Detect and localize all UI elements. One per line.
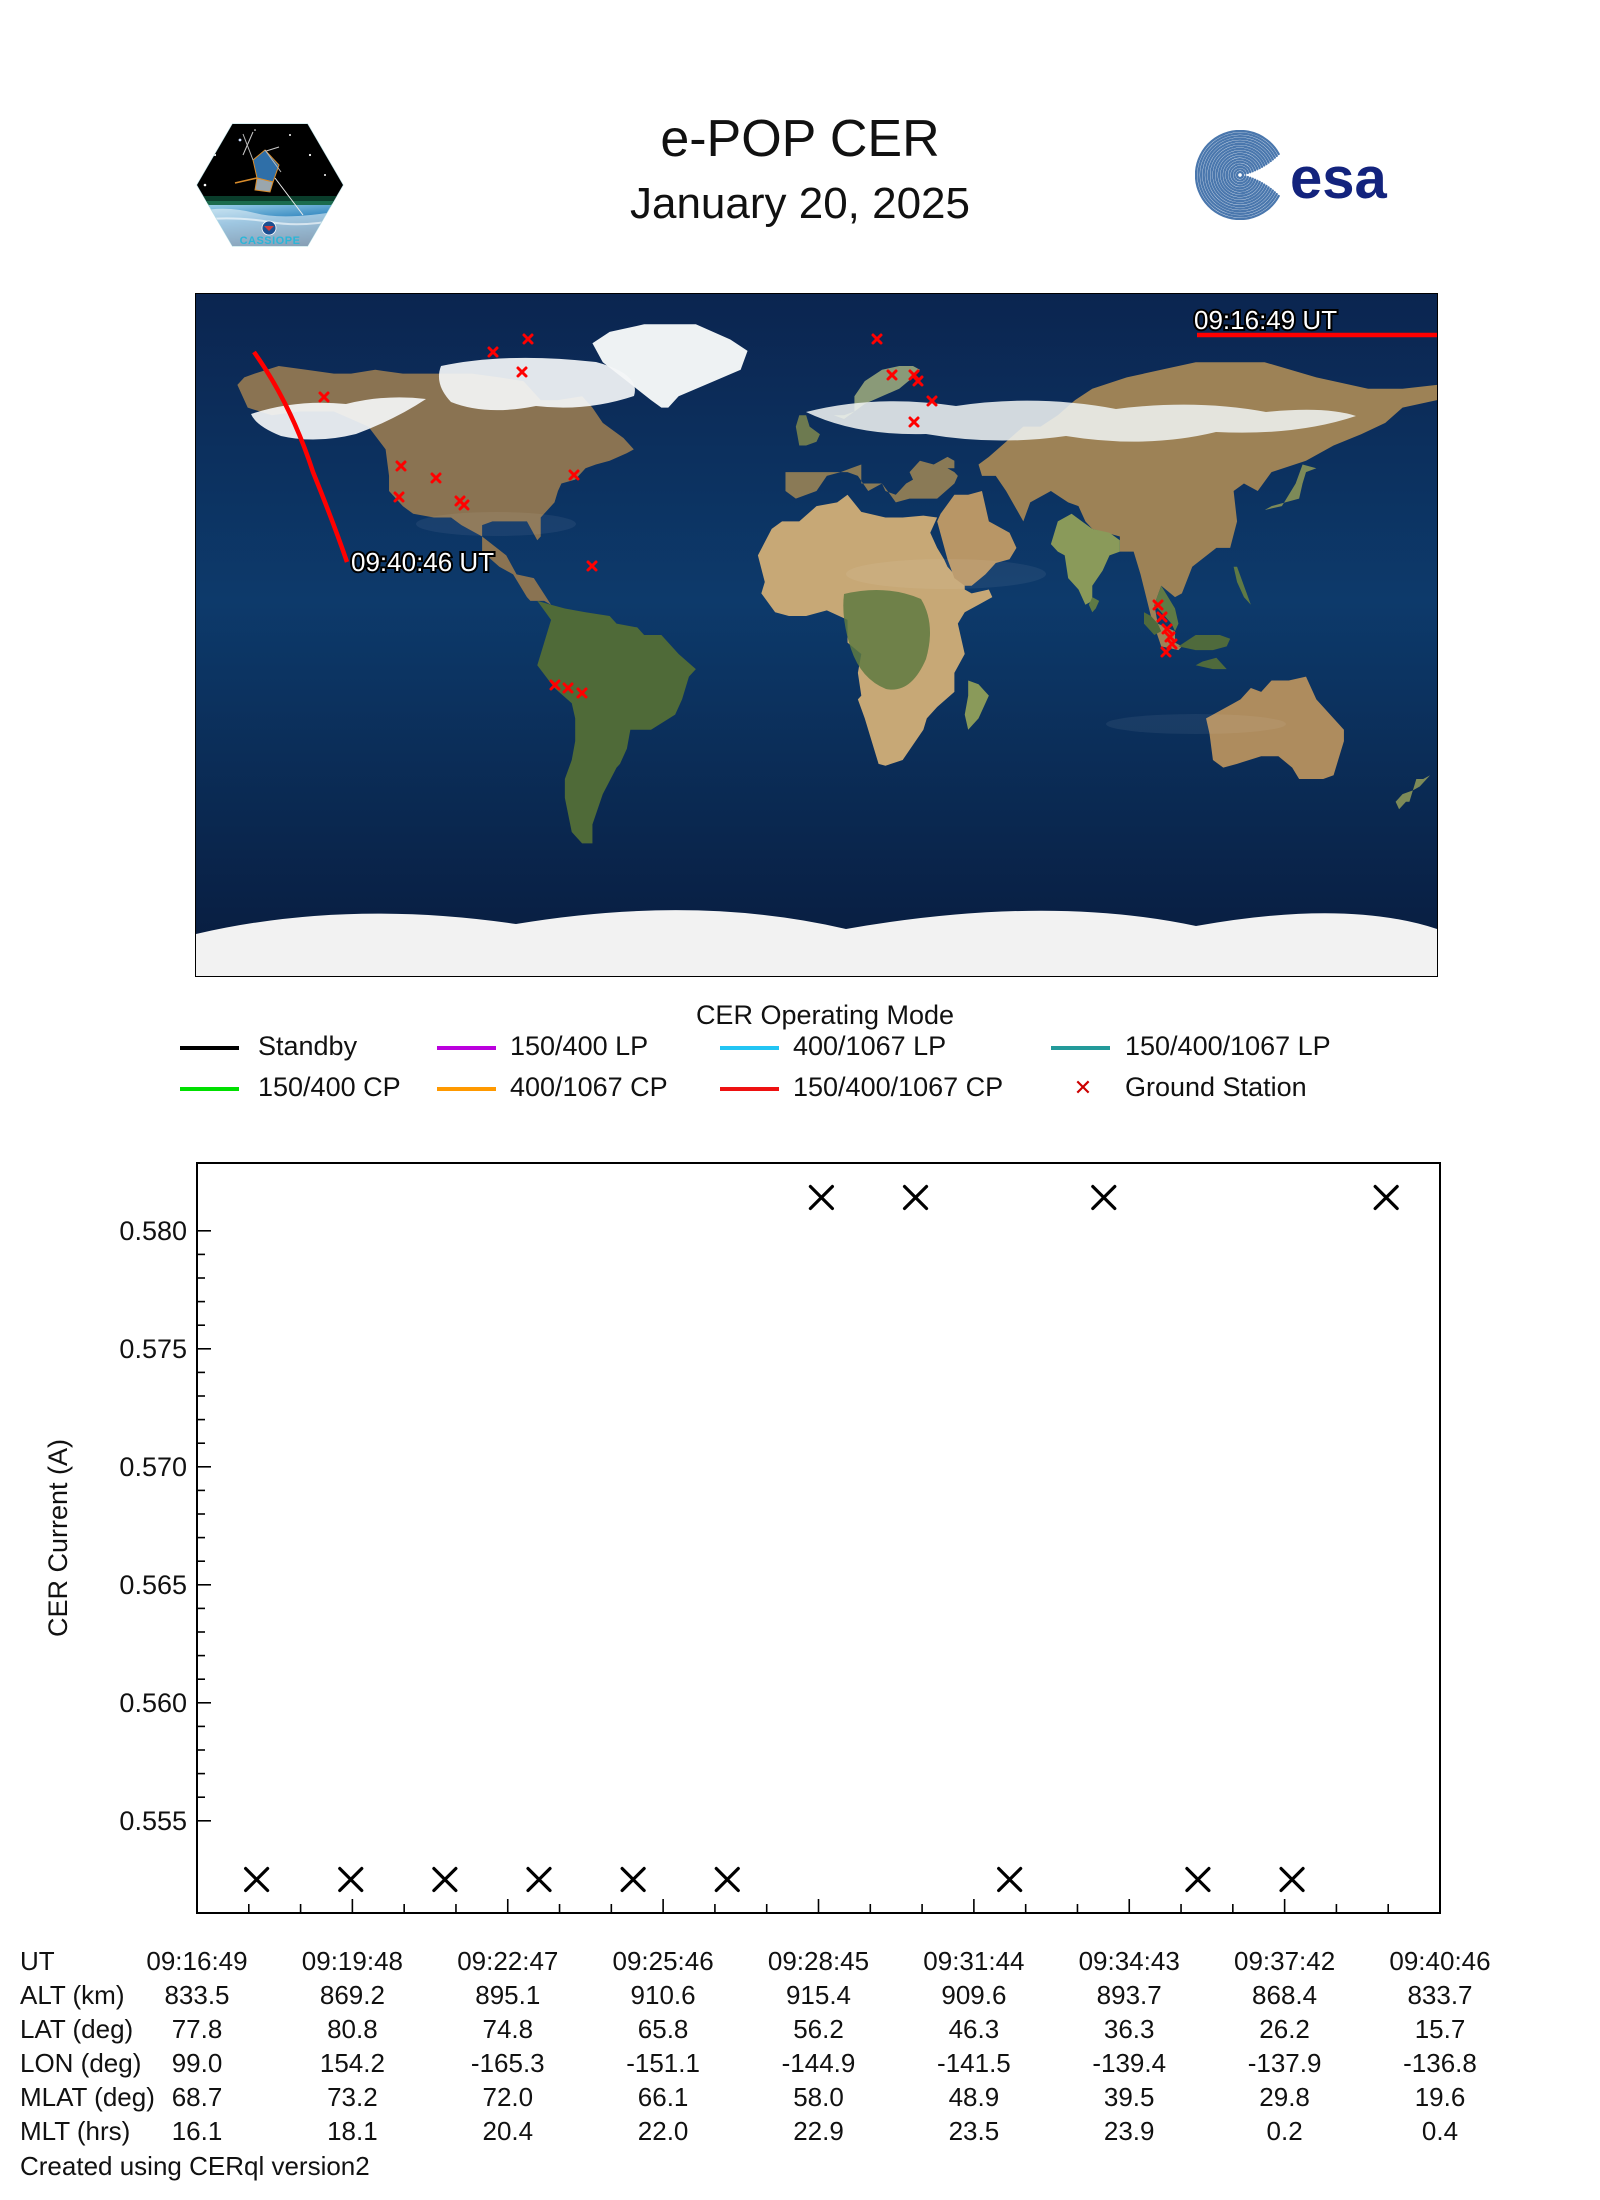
svg-text:400/1067 CP: 400/1067 CP [510, 1072, 668, 1102]
svg-text:Standby: Standby [258, 1034, 358, 1061]
svg-text:MLT (hrs): MLT (hrs) [20, 2116, 130, 2146]
svg-text:22.0: 22.0 [638, 2116, 689, 2146]
svg-text:09:22:47: 09:22:47 [457, 1946, 558, 1976]
svg-text:58.0: 58.0 [793, 2082, 844, 2112]
svg-text:esa: esa [1290, 146, 1388, 211]
svg-text:833.5: 833.5 [164, 1980, 229, 2010]
svg-text:-165.3: -165.3 [471, 2048, 545, 2078]
svg-text:833.7: 833.7 [1407, 1980, 1472, 2010]
svg-text:-144.9: -144.9 [782, 2048, 856, 2078]
svg-text:16.1: 16.1 [172, 2116, 223, 2146]
svg-text:09:31:44: 09:31:44 [923, 1946, 1024, 1976]
svg-text:74.8: 74.8 [482, 2014, 533, 2044]
svg-text:150/400/1067 LP: 150/400/1067 LP [1125, 1034, 1331, 1061]
svg-text:0.4: 0.4 [1422, 2116, 1458, 2146]
svg-text:-139.4: -139.4 [1092, 2048, 1166, 2078]
svg-text:09:34:43: 09:34:43 [1079, 1946, 1180, 1976]
svg-text:868.4: 868.4 [1252, 1980, 1317, 2010]
svg-text:68.7: 68.7 [172, 2082, 223, 2112]
svg-text:869.2: 869.2 [320, 1980, 385, 2010]
svg-text:23.9: 23.9 [1104, 2116, 1155, 2146]
svg-text:09:37:42: 09:37:42 [1234, 1946, 1335, 1976]
svg-text:-137.9: -137.9 [1248, 2048, 1322, 2078]
svg-text:99.0: 99.0 [172, 2048, 223, 2078]
svg-text:✕: ✕ [1074, 1075, 1092, 1100]
svg-text:150/400/1067 CP: 150/400/1067 CP [793, 1072, 1003, 1102]
svg-text:150/400 CP: 150/400 CP [258, 1072, 401, 1102]
svg-text:CASSIOPE: CASSIOPE [240, 235, 301, 247]
svg-text:0.575: 0.575 [119, 1334, 187, 1364]
svg-text:0.560: 0.560 [119, 1688, 187, 1718]
svg-text:77.8: 77.8 [172, 2014, 223, 2044]
svg-text:66.1: 66.1 [638, 2082, 689, 2112]
svg-text:19.6: 19.6 [1415, 2082, 1466, 2112]
svg-text:CER Current (A): CER Current (A) [43, 1439, 73, 1637]
svg-text:09:28:45: 09:28:45 [768, 1946, 869, 1976]
svg-text:65.8: 65.8 [638, 2014, 689, 2044]
svg-text:36.3: 36.3 [1104, 2014, 1155, 2044]
svg-text:26.2: 26.2 [1259, 2014, 1310, 2044]
svg-text:ALT (km): ALT (km) [20, 1980, 124, 2010]
svg-text:23.5: 23.5 [949, 2116, 1000, 2146]
svg-text:73.2: 73.2 [327, 2082, 378, 2112]
svg-text:09:25:46: 09:25:46 [612, 1946, 713, 1976]
svg-text:-141.5: -141.5 [937, 2048, 1011, 2078]
svg-text:0.565: 0.565 [119, 1570, 187, 1600]
svg-text:910.6: 910.6 [631, 1980, 696, 2010]
svg-text:Ground Station: Ground Station [1125, 1072, 1307, 1102]
svg-text:909.6: 909.6 [941, 1980, 1006, 2010]
svg-text:22.9: 22.9 [793, 2116, 844, 2146]
svg-text:-136.8: -136.8 [1403, 2048, 1477, 2078]
svg-text:72.0: 72.0 [482, 2082, 533, 2112]
svg-text:29.8: 29.8 [1259, 2082, 1310, 2112]
svg-text:09:16:49 UT: 09:16:49 UT [1194, 305, 1337, 335]
svg-text:0.580: 0.580 [119, 1216, 187, 1246]
svg-text:915.4: 915.4 [786, 1980, 851, 2010]
svg-text:09:40:46: 09:40:46 [1389, 1946, 1490, 1976]
svg-text:LAT (deg): LAT (deg) [20, 2014, 133, 2044]
svg-text:15.7: 15.7 [1415, 2014, 1466, 2044]
svg-text:895.1: 895.1 [475, 1980, 540, 2010]
svg-text:Created using CERql version2: Created using CERql version2 [20, 2151, 370, 2181]
svg-text:56.2: 56.2 [793, 2014, 844, 2044]
svg-text:150/400 LP: 150/400 LP [510, 1034, 648, 1061]
svg-text:39.5: 39.5 [1104, 2082, 1155, 2112]
svg-text:09:40:46 UT: 09:40:46 UT [351, 547, 494, 577]
svg-text:UT: UT [20, 1946, 55, 1976]
svg-text:46.3: 46.3 [949, 2014, 1000, 2044]
svg-text:MLAT (deg): MLAT (deg) [20, 2082, 155, 2112]
svg-text:-151.1: -151.1 [626, 2048, 700, 2078]
svg-text:0.2: 0.2 [1267, 2116, 1303, 2146]
svg-text:20.4: 20.4 [482, 2116, 533, 2146]
svg-text:400/1067 LP: 400/1067 LP [793, 1034, 946, 1061]
svg-text:48.9: 48.9 [949, 2082, 1000, 2112]
svg-text:154.2: 154.2 [320, 2048, 385, 2078]
svg-text:0.570: 0.570 [119, 1452, 187, 1482]
svg-text:LON (deg): LON (deg) [20, 2048, 141, 2078]
svg-text:0.555: 0.555 [119, 1806, 187, 1836]
svg-text:80.8: 80.8 [327, 2014, 378, 2044]
svg-text:09:16:49: 09:16:49 [146, 1946, 247, 1976]
svg-text:893.7: 893.7 [1097, 1980, 1162, 2010]
svg-text:09:19:48: 09:19:48 [302, 1946, 403, 1976]
svg-text:18.1: 18.1 [327, 2116, 378, 2146]
